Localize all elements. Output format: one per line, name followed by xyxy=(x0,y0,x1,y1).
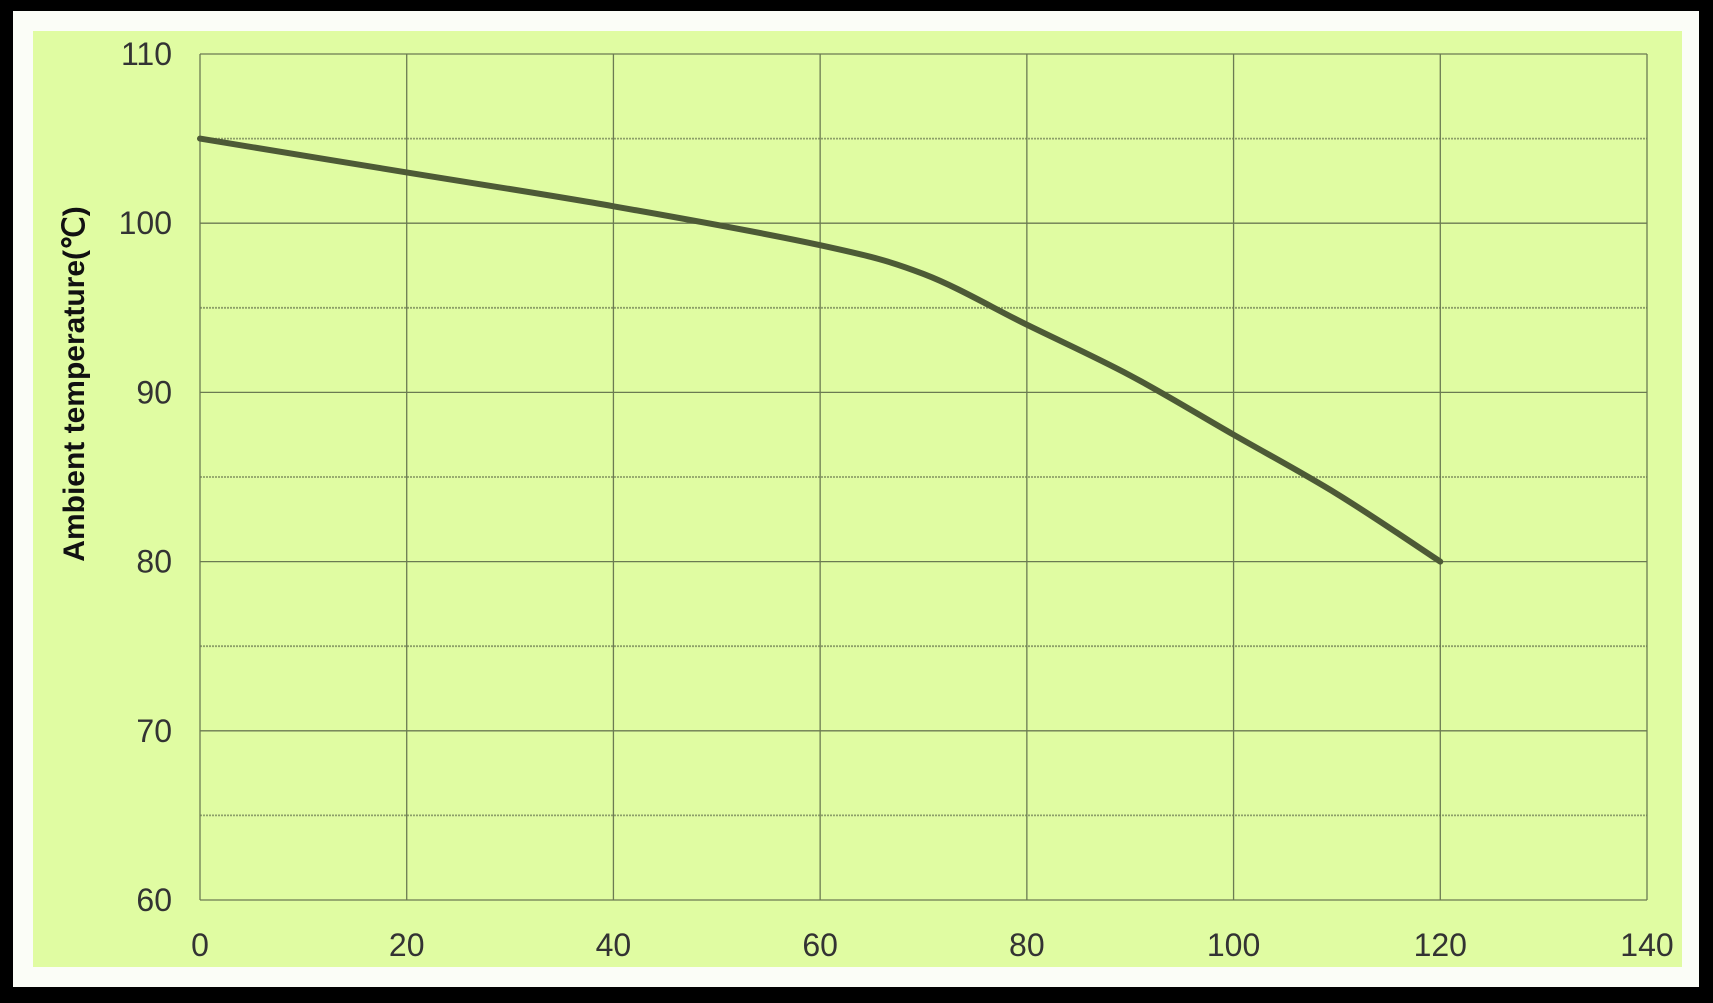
x-tick-label: 140 xyxy=(1620,927,1673,963)
y-tick-label: 70 xyxy=(136,713,172,749)
y-axis-label: Ambient temperature(℃) xyxy=(58,206,91,561)
series-line xyxy=(197,135,1444,565)
y-tick-label: 80 xyxy=(136,544,172,580)
x-tick-label: 0 xyxy=(191,927,209,963)
y-tick-label: 100 xyxy=(119,205,172,241)
y-tick-label: 90 xyxy=(136,374,172,410)
x-tick-label: 40 xyxy=(596,927,632,963)
y-tick-label: 110 xyxy=(121,36,172,72)
x-tick-label: 120 xyxy=(1414,927,1467,963)
y-tick-label: 60 xyxy=(136,882,172,918)
chart-panel xyxy=(33,31,1682,967)
x-tick-label: 80 xyxy=(1009,927,1045,963)
x-tick-label: 100 xyxy=(1207,927,1260,963)
x-tick-label: 20 xyxy=(389,927,425,963)
x-tick-label: 60 xyxy=(802,927,838,963)
